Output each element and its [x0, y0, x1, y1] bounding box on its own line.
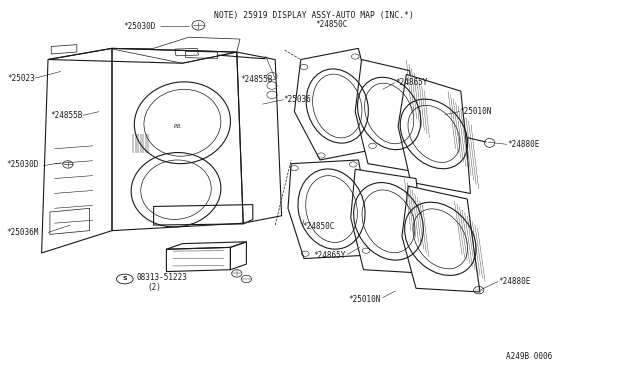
Text: *25010N: *25010N	[460, 107, 492, 116]
Text: *25023: *25023	[8, 74, 35, 83]
Text: *25036M: *25036M	[6, 228, 39, 237]
Text: *25030D: *25030D	[6, 160, 39, 169]
Text: (2): (2)	[147, 283, 161, 292]
Text: *24865Y: *24865Y	[314, 251, 346, 260]
Text: *25036: *25036	[284, 95, 311, 104]
Polygon shape	[351, 169, 428, 273]
Polygon shape	[294, 48, 378, 160]
Polygon shape	[355, 60, 422, 173]
Text: *24880E: *24880E	[507, 140, 540, 149]
Text: S: S	[122, 276, 127, 282]
Text: *24880E: *24880E	[498, 277, 531, 286]
Text: *24865Y: *24865Y	[395, 78, 428, 87]
Polygon shape	[402, 186, 480, 292]
Text: P.B.: P.B.	[173, 124, 182, 129]
Text: 08313-51223: 08313-51223	[136, 273, 187, 282]
Text: *25030D: *25030D	[124, 22, 156, 31]
Text: A249B 0006: A249B 0006	[506, 352, 552, 361]
Text: *24855B: *24855B	[50, 111, 83, 120]
Text: *24855B: *24855B	[240, 76, 273, 84]
Polygon shape	[288, 160, 374, 259]
Text: NOTE) 25919 DISPLAY ASSY-AUTO MAP (INC.*): NOTE) 25919 DISPLAY ASSY-AUTO MAP (INC.*…	[214, 11, 414, 20]
Polygon shape	[398, 74, 470, 193]
Text: *24850C: *24850C	[302, 222, 335, 231]
Text: *24850C: *24850C	[315, 20, 348, 29]
Text: *25010N: *25010N	[349, 295, 381, 304]
